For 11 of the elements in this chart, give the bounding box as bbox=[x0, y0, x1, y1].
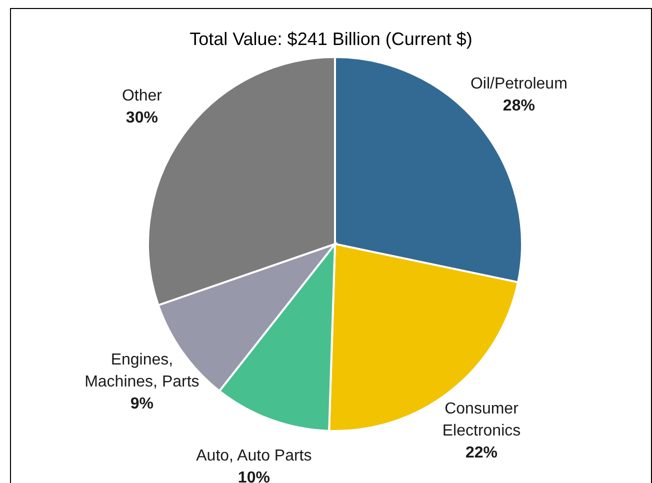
data-label: 10% bbox=[238, 469, 270, 483]
slice-label: Consumer Electronics bbox=[442, 400, 521, 439]
slice-label: Oil/Petroleum bbox=[470, 75, 568, 92]
slice-label: Auto, Auto Parts bbox=[196, 447, 312, 464]
data-label: 30% bbox=[126, 109, 158, 126]
data-label: 22% bbox=[465, 444, 498, 461]
data-label: 9% bbox=[130, 394, 154, 412]
data-label: 28% bbox=[502, 97, 535, 114]
slice-label: Other bbox=[122, 87, 163, 104]
chart-title: Total Value: $241 Billion (Current $) bbox=[190, 29, 472, 49]
slice-label: Engines, Machines, Parts bbox=[84, 350, 200, 390]
